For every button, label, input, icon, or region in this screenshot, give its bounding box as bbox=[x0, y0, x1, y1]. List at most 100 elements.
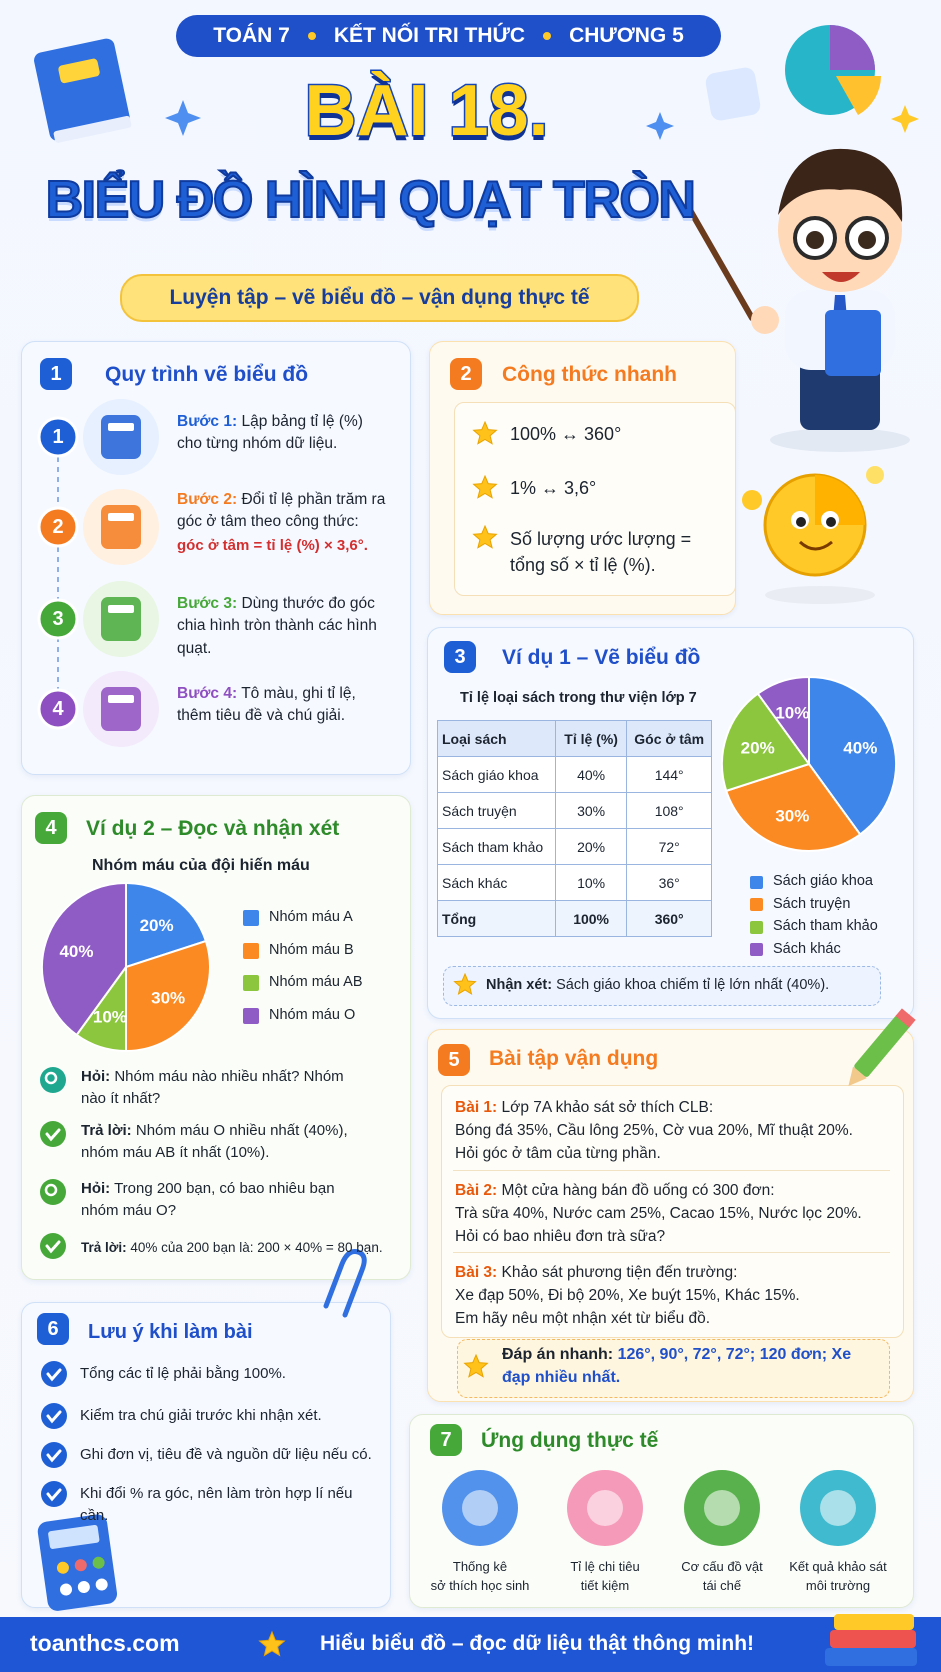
legend-swatch bbox=[750, 920, 763, 934]
label: Bước 2: bbox=[177, 491, 238, 508]
exercise-line: Trà sữa 40%, Nước cam 25%, Cacao 15%, Nư… bbox=[455, 1205, 862, 1222]
body-text: Sách giáo khoa chiếm tỉ lệ lớn nhất (40%… bbox=[556, 977, 830, 993]
table-row: Tổng 100% 360° bbox=[437, 900, 712, 937]
label: Trả lời: bbox=[81, 1122, 132, 1139]
legend-label: Sách khác bbox=[773, 940, 841, 957]
body-text: Một cửa hàng bán đồ uống có 300 đơn: bbox=[501, 1182, 775, 1199]
legend-label: Sách giáo khoa bbox=[773, 873, 873, 889]
formula-item: 100% ↔ 360° bbox=[510, 424, 622, 444]
badge-text: KẾT NỐI TRI THỨC bbox=[333, 24, 526, 47]
step-number: 1 bbox=[52, 426, 64, 448]
divider bbox=[453, 1252, 890, 1253]
rich-text: Bài 2: Một cửa hàng bán đồ uống có 300 đ… bbox=[455, 1180, 895, 1202]
app-label: Thống kê bbox=[452, 1559, 508, 1574]
table-cell: 36° bbox=[626, 864, 712, 901]
card bbox=[21, 1302, 391, 1608]
answer-box bbox=[457, 1339, 890, 1398]
table-cell: 144° bbox=[626, 756, 712, 793]
legend-swatch bbox=[243, 1007, 259, 1024]
legend-label: Sách tham khảo bbox=[773, 918, 878, 934]
table-cell: Sách khác bbox=[437, 864, 556, 901]
exercise-line: Xe đạp 50%, Đi bộ 20%, Xe buýt 15%, Khác… bbox=[455, 1287, 800, 1304]
rich-text: Hỏi: Trong 200 bạn, có bao nhiêu bạn nhó… bbox=[81, 1178, 351, 1222]
section-number: 5 bbox=[438, 1044, 470, 1076]
exercise-line: Hỏi góc ở tâm của từng phần. bbox=[455, 1145, 661, 1162]
legend-label: Nhóm máu AB bbox=[269, 974, 363, 990]
table-cell: Góc ở tâm bbox=[626, 720, 712, 757]
body-text: 40% của 200 bạn là: 200 × 40% = 80 bạn. bbox=[130, 1240, 383, 1255]
footer-bar bbox=[0, 1617, 941, 1672]
section-title: Quy trình vẽ biểu đồ bbox=[105, 363, 309, 386]
header-badge: TOÁN 7 KẾT NỐI TRI THỨC CHƯƠNG 5 bbox=[176, 15, 721, 57]
body-text: Trong 200 bạn, có bao nhiêu bạn nhóm máu… bbox=[81, 1180, 335, 1219]
exercise-line: Em hãy nêu một nhận xét từ biểu đồ. bbox=[455, 1310, 711, 1327]
body-text: Khảo sát phương tiện đến trường: bbox=[501, 1264, 738, 1281]
legend-swatch bbox=[750, 875, 763, 889]
table-row: Sách giáo khoa 40% 144° bbox=[437, 756, 712, 793]
table-cell: 20% bbox=[554, 828, 628, 865]
table-cell: Sách tham khảo bbox=[437, 828, 556, 865]
section-title: Công thức nhanh bbox=[502, 363, 678, 386]
label: Hỏi: bbox=[81, 1180, 111, 1197]
table-row: Loại sách Tỉ lệ (%) Góc ở tâm bbox=[437, 720, 712, 757]
divider bbox=[453, 1170, 890, 1171]
formula: góc ở tâm = tỉ lệ (%) × 3,6°. bbox=[177, 537, 368, 554]
label: Bài 2: bbox=[455, 1182, 498, 1199]
rich-text: Đáp án nhanh: 126°, 90°, 72°, 72°; 120 đ… bbox=[502, 1343, 877, 1389]
body-text: Nhóm máu O nhiều nhất (40%), nhóm máu AB… bbox=[81, 1122, 348, 1161]
body-text: Nhóm máu nào nhiều nhất? Nhóm nào ít nhấ… bbox=[81, 1068, 344, 1107]
app-label: tiết kiệm bbox=[580, 1578, 630, 1593]
legend-label: Nhóm máu A bbox=[269, 909, 353, 925]
table-cell: 72° bbox=[626, 828, 712, 865]
label: Bước 4: bbox=[177, 685, 238, 702]
legend-label: Nhóm máu B bbox=[269, 941, 354, 958]
legend-swatch bbox=[243, 910, 259, 926]
app-label: Tỉ lệ chi tiêu bbox=[570, 1559, 640, 1574]
legend-swatch bbox=[750, 943, 763, 956]
table-cell: 40% bbox=[554, 756, 628, 793]
data-table: Loại sách Tỉ lệ (%) Góc ở tâm Sách giáo kho… bbox=[437, 720, 712, 937]
footer-slogan: Hiểu biểu đồ – đọc dữ liệu thật thông mi… bbox=[320, 1632, 755, 1655]
label: Bài 1: bbox=[455, 1099, 498, 1116]
section-title: Ứng dụng thực tế bbox=[481, 1429, 659, 1452]
dot bbox=[543, 32, 552, 40]
table-cell: Loại sách bbox=[437, 720, 556, 757]
label: Nhận xét: bbox=[486, 977, 553, 993]
rich-text: Bài 1: Lớp 7A khảo sát sở thích CLB: bbox=[455, 1097, 895, 1119]
section-title: Ví dụ 1 – Vẽ biểu đồ bbox=[502, 646, 701, 669]
chart-title: Nhóm máu của đội hiến máu bbox=[92, 857, 310, 874]
step-number: 4 bbox=[52, 698, 64, 720]
body-text: Lập bảng tỉ lệ (%) cho từng nhóm dữ liệu… bbox=[177, 413, 363, 453]
badge-text: CHƯƠNG 5 bbox=[569, 24, 684, 47]
section-number: 3 bbox=[444, 641, 476, 673]
exercise-box bbox=[441, 1085, 904, 1338]
table-cell: Sách truyện bbox=[437, 792, 556, 829]
table-cell: 30% bbox=[554, 792, 628, 829]
body-text: 126°, 90°, 72°, 72°; 120 đơn; Xe đạp nhi… bbox=[502, 1346, 852, 1387]
rich-text: Nhận xét: Sách giáo khoa chiếm tỉ lệ lớn… bbox=[486, 975, 876, 996]
legend-swatch bbox=[243, 975, 259, 991]
note-box bbox=[443, 966, 881, 1006]
body-text: Lớp 7A khảo sát sở thích CLB: bbox=[501, 1099, 714, 1116]
section-title: Bài tập vận dụng bbox=[489, 1047, 659, 1070]
legend-label: Nhóm máu O bbox=[269, 1006, 356, 1023]
legend-label: Sách truyện bbox=[773, 895, 851, 912]
table-cell: 360° bbox=[626, 900, 712, 937]
label: Bước 1: bbox=[177, 413, 238, 430]
title: BÀI 18. bbox=[303, 70, 550, 152]
label: Đáp án nhanh: bbox=[502, 1346, 614, 1363]
table-row: Sách truyện 30% 108° bbox=[437, 792, 712, 829]
step-number: 3 bbox=[52, 608, 64, 630]
rich-text: Bước 1: Lập bảng tỉ lệ (%) cho từng nhóm… bbox=[177, 411, 392, 456]
rich-text: Bước 3: Dùng thước đo góc chia hình tròn… bbox=[177, 593, 392, 660]
formula-item: Số lượng ước lượng = tổng số × tỉ lệ (%)… bbox=[510, 529, 692, 576]
body-text: Tô màu, ghi tỉ lệ, thêm tiêu đề và chú g… bbox=[177, 685, 356, 725]
legend-swatch bbox=[750, 898, 763, 911]
body-text: Đổi tỉ lệ phần trăm ra góc ở tâm theo cô… bbox=[177, 491, 386, 531]
legend-swatch bbox=[243, 942, 259, 959]
section-number: 4 bbox=[35, 812, 67, 844]
rich-text: Hỏi: Nhóm máu nào nhiều nhất? Nhóm nào í… bbox=[81, 1066, 351, 1110]
rich-text: Bước 4: Tô màu, ghi tỉ lệ, thêm tiêu đề … bbox=[177, 683, 392, 728]
app-label: sở thích học sinh bbox=[430, 1578, 530, 1593]
